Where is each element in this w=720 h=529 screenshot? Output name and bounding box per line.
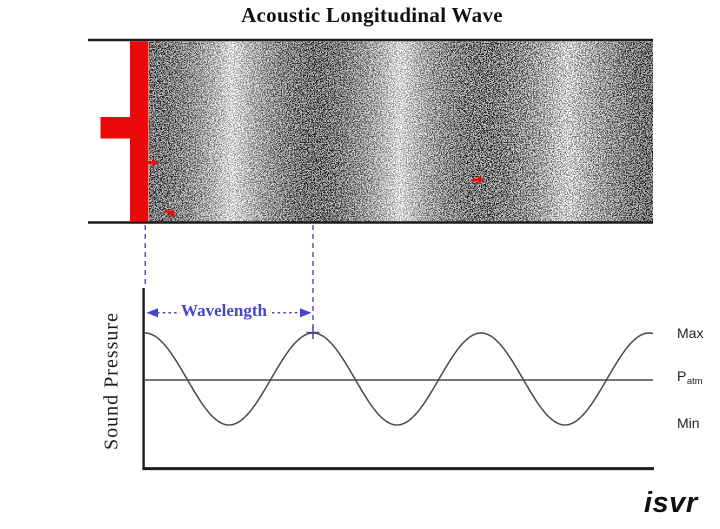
wavelength-arrowhead-right-icon <box>300 308 312 318</box>
isvr-logo: isvr <box>644 487 698 519</box>
pressure-wave-path <box>144 332 654 426</box>
particle-arrow-icon <box>471 175 484 185</box>
y-axis-label: Sound Pressure <box>100 312 123 450</box>
wavelength-arrowhead-left-icon <box>146 308 158 318</box>
patm-subscript: atm <box>686 376 703 387</box>
patm-symbol: P <box>677 368 687 384</box>
max-pressure-label: Max <box>677 325 704 341</box>
particle-arrow-icon <box>146 158 158 168</box>
piston-plate <box>130 41 149 222</box>
piston-rod <box>100 117 131 139</box>
wavelength-label: Wavelength <box>181 301 267 321</box>
particle-arrow-icon <box>164 208 176 218</box>
atmospheric-pressure-label: Patm <box>677 368 703 387</box>
min-pressure-label: Min <box>677 415 700 431</box>
compression-rarefaction-bands <box>149 41 653 222</box>
diagram-title: Acoustic Longitudinal Wave <box>241 3 503 27</box>
